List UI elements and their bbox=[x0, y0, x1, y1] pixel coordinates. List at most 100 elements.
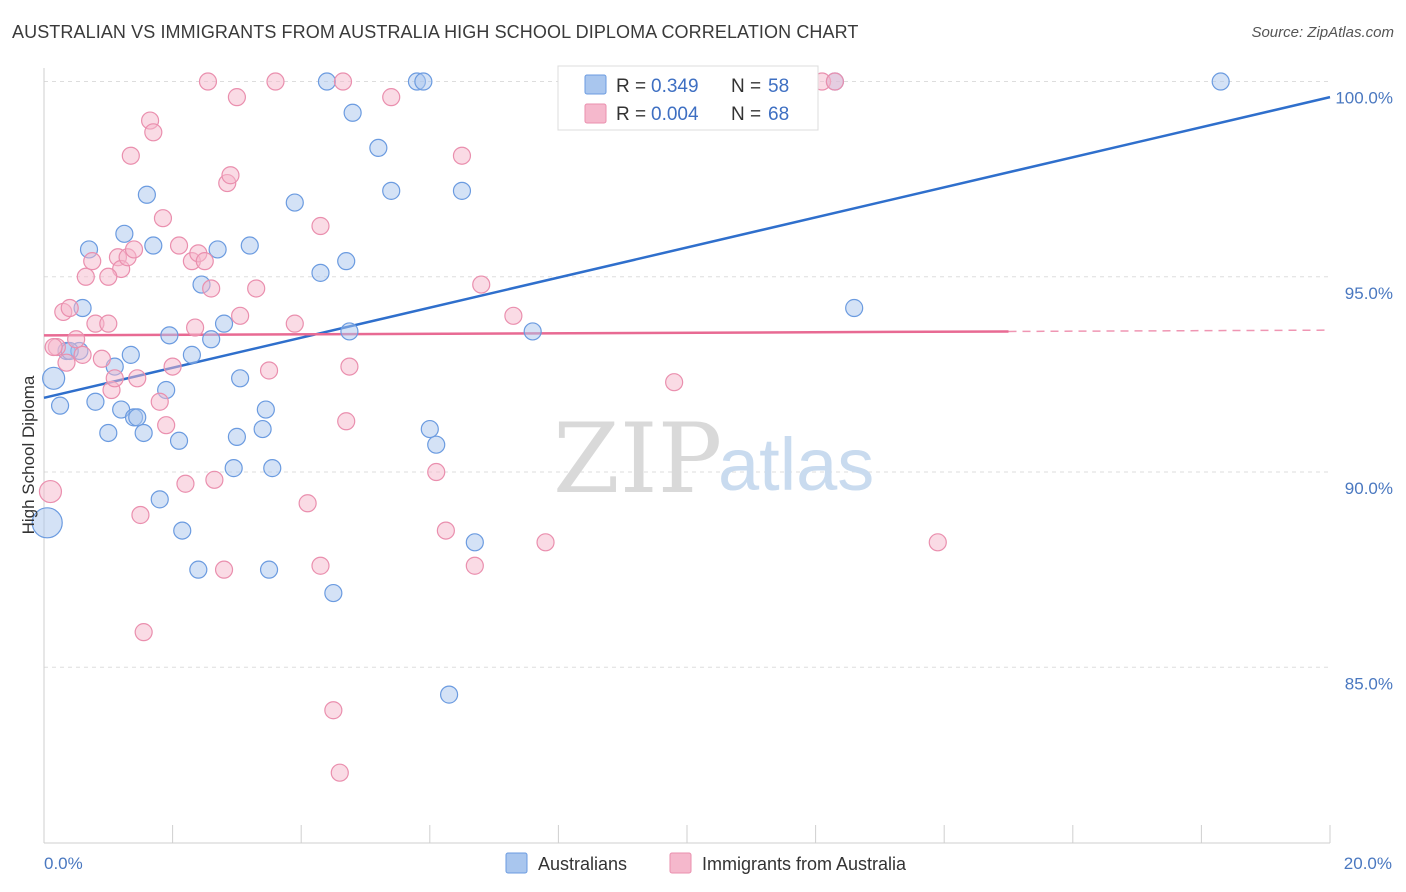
legend-swatch-pink bbox=[584, 103, 607, 124]
point-series0-25 bbox=[202, 330, 221, 349]
trend-lines bbox=[43, 95, 1331, 400]
point-series1-42 bbox=[247, 279, 266, 298]
point-series1-67 bbox=[99, 267, 118, 286]
point-series0-49 bbox=[439, 685, 459, 704]
point-series0-48 bbox=[427, 435, 446, 454]
point-series1-31 bbox=[186, 318, 205, 337]
point-series0-32 bbox=[253, 419, 272, 439]
point-series1-46 bbox=[298, 494, 317, 513]
point-series0-0 bbox=[42, 366, 66, 390]
point-series1-17 bbox=[121, 146, 140, 165]
point-series0-46 bbox=[414, 72, 433, 91]
point-series1-62 bbox=[665, 373, 684, 392]
legend-r-label-2: R = bbox=[616, 104, 646, 125]
point-series1-10 bbox=[92, 349, 111, 368]
point-series1-18 bbox=[124, 240, 144, 259]
x-tick-label-min: 0.0% bbox=[44, 854, 83, 873]
point-series0-27 bbox=[214, 314, 234, 333]
point-series1-44 bbox=[266, 72, 285, 91]
legend-bottom: Australians Immigrants from Australia bbox=[505, 852, 907, 874]
x-tick-label-max: 20.0% bbox=[1344, 854, 1392, 873]
point-series0-33 bbox=[256, 400, 275, 419]
point-series1-39 bbox=[221, 166, 240, 185]
chart-title: AUSTRALIAN VS IMMIGRANTS FROM AUSTRALIA … bbox=[12, 22, 859, 42]
point-series0-20 bbox=[169, 431, 189, 450]
point-series0-40 bbox=[337, 252, 356, 271]
point-series0-38 bbox=[317, 72, 337, 91]
point-series0-56 bbox=[31, 507, 63, 539]
point-series1-36 bbox=[205, 470, 224, 489]
point-series1-19 bbox=[128, 369, 147, 388]
point-series1-54 bbox=[382, 88, 401, 107]
legend-bottom-australians: Australians bbox=[538, 854, 627, 874]
point-series1-45 bbox=[285, 314, 304, 333]
point-series0-47 bbox=[420, 419, 439, 439]
point-series1-33 bbox=[195, 252, 214, 271]
point-series1-25 bbox=[153, 209, 173, 228]
point-series1-23 bbox=[144, 123, 163, 142]
point-series1-53 bbox=[340, 357, 359, 376]
point-series1-52 bbox=[337, 412, 356, 431]
legend-n-value-2: 68 bbox=[768, 104, 789, 125]
point-series0-36 bbox=[285, 193, 304, 212]
point-series0-14 bbox=[134, 423, 153, 443]
point-series1-4 bbox=[60, 298, 79, 318]
point-series1-21 bbox=[134, 623, 153, 642]
point-series0-21 bbox=[173, 521, 192, 540]
legend-top: R = 0.349 N = 58 R = 0.004 N = 68 bbox=[557, 65, 819, 131]
watermark-zip: ZIP bbox=[553, 403, 722, 515]
source-credit: Source: ZipAtlas.com bbox=[1251, 24, 1394, 41]
point-series0-35 bbox=[263, 459, 282, 478]
legend-r-value-2: 0.004 bbox=[651, 104, 699, 125]
watermark-atlas: atlas bbox=[718, 423, 874, 506]
legend-bottom-swatch-australians bbox=[505, 852, 528, 874]
point-series1-37 bbox=[214, 560, 234, 579]
point-series0-29 bbox=[227, 427, 246, 446]
point-series1-57 bbox=[452, 146, 472, 165]
point-series1-0 bbox=[38, 479, 63, 504]
point-series0-6 bbox=[86, 392, 105, 411]
point-series0-55 bbox=[1211, 72, 1230, 91]
point-series1-29 bbox=[176, 474, 195, 493]
point-series1-56 bbox=[436, 521, 455, 540]
point-series0-42 bbox=[343, 103, 362, 122]
point-series1-28 bbox=[169, 236, 189, 255]
point-series0-44 bbox=[382, 181, 401, 200]
point-series0-13 bbox=[128, 408, 147, 427]
point-series1-60 bbox=[504, 306, 523, 325]
point-series0-15 bbox=[137, 185, 156, 204]
point-series1-51 bbox=[333, 72, 353, 91]
point-series1-11 bbox=[99, 314, 118, 333]
legend-bottom-swatch-immigrants bbox=[669, 852, 692, 874]
point-series1-55 bbox=[427, 462, 446, 482]
point-series1-8 bbox=[83, 252, 102, 271]
y-tick-label-3: 100.0% bbox=[1335, 89, 1393, 108]
point-series1-27 bbox=[163, 357, 182, 376]
point-series0-26 bbox=[208, 240, 227, 259]
point-series1-47 bbox=[311, 216, 330, 236]
y-tick-labels: 85.0% 90.0% 95.0% 100.0% bbox=[1335, 89, 1393, 694]
point-series0-16 bbox=[144, 236, 163, 255]
point-series1-6 bbox=[73, 345, 92, 364]
point-series1-35 bbox=[202, 279, 221, 298]
point-series1-26 bbox=[157, 416, 176, 435]
y-axis-label: High School Diploma bbox=[19, 375, 38, 534]
point-series1-66 bbox=[44, 337, 63, 357]
trend-line-australians bbox=[43, 95, 1331, 400]
trend-line-immigrants-extension bbox=[1008, 329, 1331, 333]
point-series0-7 bbox=[99, 423, 118, 443]
legend-r-value-1: 0.349 bbox=[651, 76, 699, 97]
point-series0-17 bbox=[150, 490, 169, 509]
point-series0-51 bbox=[465, 533, 484, 552]
point-series0-50 bbox=[452, 181, 472, 200]
point-series0-1 bbox=[50, 396, 70, 415]
point-series0-22 bbox=[182, 345, 201, 364]
point-series1-49 bbox=[324, 701, 343, 720]
point-series1-20 bbox=[131, 505, 150, 525]
y-tick-label-2: 95.0% bbox=[1345, 284, 1393, 303]
point-series1-5 bbox=[67, 330, 86, 349]
point-series1-43 bbox=[259, 361, 279, 380]
point-series0-43 bbox=[369, 138, 388, 158]
point-series1-61 bbox=[536, 533, 555, 552]
point-series0-41 bbox=[340, 322, 359, 341]
